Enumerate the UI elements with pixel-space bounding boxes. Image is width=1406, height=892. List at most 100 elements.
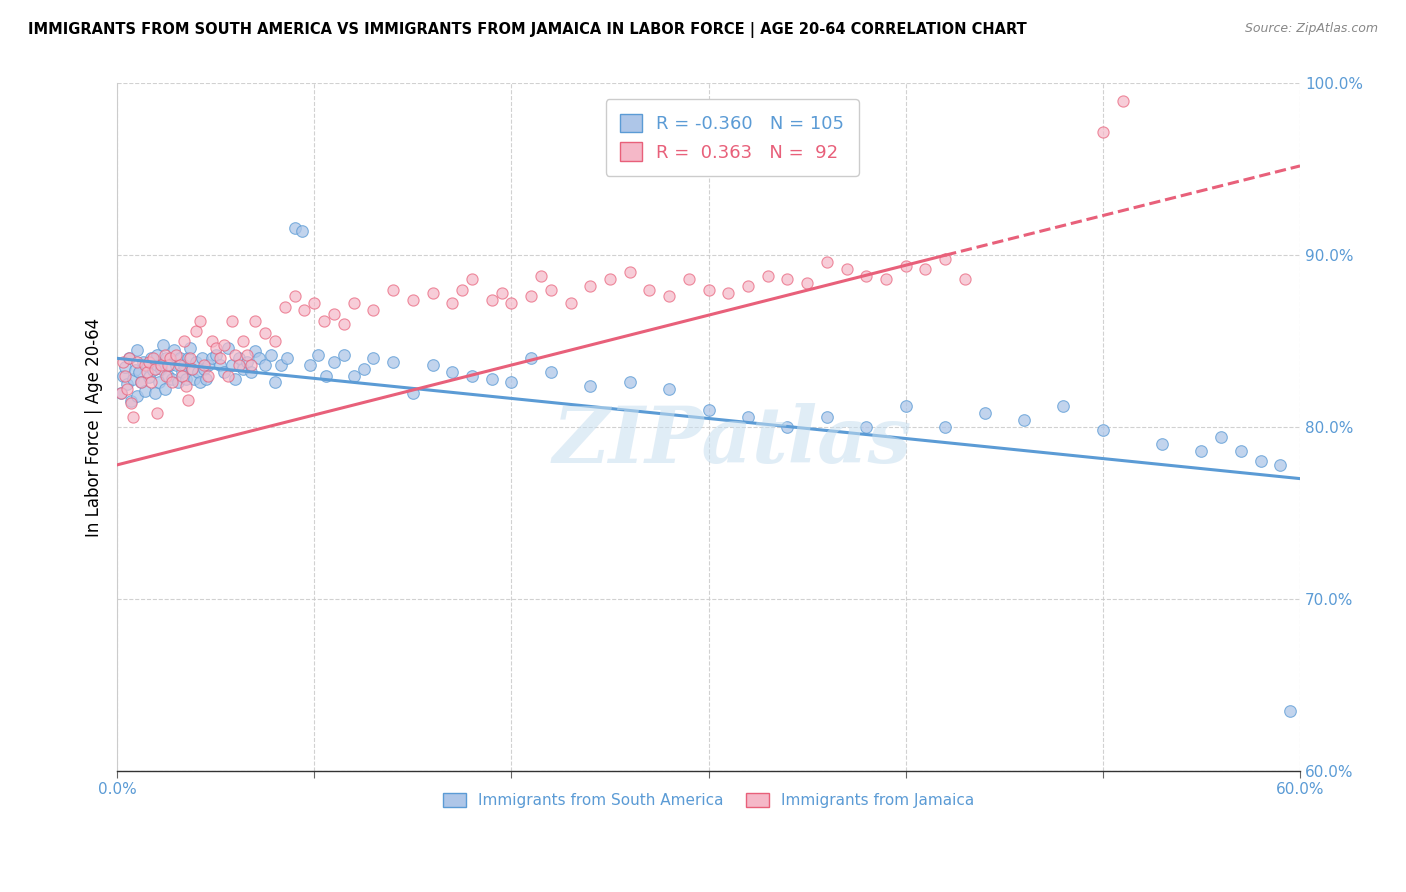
Point bbox=[148, 376, 170, 390]
Point bbox=[149, 361, 172, 376]
Point bbox=[134, 384, 156, 398]
Point bbox=[172, 368, 194, 383]
Point bbox=[165, 348, 187, 362]
Point bbox=[236, 348, 259, 362]
Point bbox=[201, 351, 224, 366]
Point bbox=[110, 385, 132, 400]
Point bbox=[284, 220, 307, 235]
Point bbox=[153, 348, 176, 362]
Point bbox=[270, 358, 292, 372]
Point bbox=[181, 361, 204, 376]
Point bbox=[114, 368, 136, 383]
Point bbox=[894, 400, 917, 414]
Point bbox=[441, 296, 464, 310]
Point bbox=[232, 361, 254, 376]
Point bbox=[855, 420, 877, 434]
Point bbox=[422, 358, 444, 372]
Point bbox=[1191, 444, 1213, 458]
Point bbox=[451, 283, 474, 297]
Point bbox=[177, 392, 200, 407]
Point bbox=[128, 365, 150, 379]
Point bbox=[717, 286, 740, 301]
Point bbox=[110, 385, 132, 400]
Point bbox=[619, 376, 641, 390]
Point bbox=[314, 313, 336, 327]
Point bbox=[835, 262, 858, 277]
Point bbox=[315, 368, 337, 383]
Point bbox=[125, 389, 148, 403]
Point bbox=[323, 307, 346, 321]
Point bbox=[243, 344, 266, 359]
Point bbox=[120, 394, 142, 409]
Point bbox=[169, 351, 191, 366]
Point bbox=[894, 259, 917, 273]
Point bbox=[159, 358, 181, 372]
Point bbox=[973, 406, 995, 420]
Point bbox=[129, 376, 152, 390]
Point bbox=[193, 361, 215, 376]
Point bbox=[173, 334, 195, 348]
Point bbox=[224, 348, 246, 362]
Point bbox=[120, 396, 142, 410]
Point bbox=[184, 355, 207, 369]
Point bbox=[914, 262, 936, 277]
Point bbox=[291, 224, 314, 238]
Point bbox=[579, 379, 602, 393]
Point bbox=[333, 348, 356, 362]
Point bbox=[402, 293, 425, 307]
Point bbox=[481, 293, 503, 307]
Point bbox=[204, 348, 226, 362]
Point bbox=[122, 372, 145, 386]
Point bbox=[167, 376, 190, 390]
Point bbox=[155, 351, 177, 366]
Y-axis label: In Labor Force | Age 20-64: In Labor Force | Age 20-64 bbox=[86, 318, 103, 537]
Point bbox=[112, 368, 135, 383]
Point bbox=[343, 368, 366, 383]
Point bbox=[540, 365, 562, 379]
Point bbox=[193, 358, 215, 372]
Point bbox=[737, 279, 759, 293]
Point bbox=[737, 409, 759, 424]
Point bbox=[638, 283, 661, 297]
Point bbox=[232, 334, 254, 348]
Point bbox=[855, 268, 877, 283]
Point bbox=[353, 361, 375, 376]
Point bbox=[254, 358, 277, 372]
Point bbox=[697, 403, 720, 417]
Point bbox=[212, 365, 235, 379]
Point bbox=[796, 276, 818, 290]
Point bbox=[183, 372, 205, 386]
Point bbox=[1150, 437, 1173, 451]
Point bbox=[118, 351, 141, 366]
Point bbox=[520, 289, 543, 303]
Point bbox=[776, 272, 799, 286]
Point bbox=[153, 382, 176, 396]
Point bbox=[139, 376, 162, 390]
Point bbox=[212, 337, 235, 351]
Point bbox=[197, 368, 219, 383]
Point bbox=[149, 358, 172, 372]
Point bbox=[276, 351, 298, 366]
Point bbox=[132, 355, 155, 369]
Point bbox=[217, 341, 239, 355]
Point bbox=[143, 385, 166, 400]
Point bbox=[174, 379, 197, 393]
Point bbox=[461, 272, 484, 286]
Point bbox=[228, 358, 250, 372]
Point bbox=[162, 372, 184, 386]
Point bbox=[343, 296, 366, 310]
Point bbox=[307, 348, 329, 362]
Point bbox=[114, 359, 136, 374]
Point bbox=[135, 358, 157, 372]
Point bbox=[152, 337, 174, 351]
Point bbox=[217, 368, 239, 383]
Point bbox=[228, 351, 250, 366]
Point bbox=[299, 358, 322, 372]
Point bbox=[221, 313, 243, 327]
Point bbox=[115, 377, 138, 392]
Text: ZIPatlas: ZIPatlas bbox=[553, 402, 912, 479]
Point bbox=[129, 376, 152, 390]
Point bbox=[1250, 454, 1272, 468]
Point bbox=[402, 385, 425, 400]
Point bbox=[172, 365, 194, 379]
